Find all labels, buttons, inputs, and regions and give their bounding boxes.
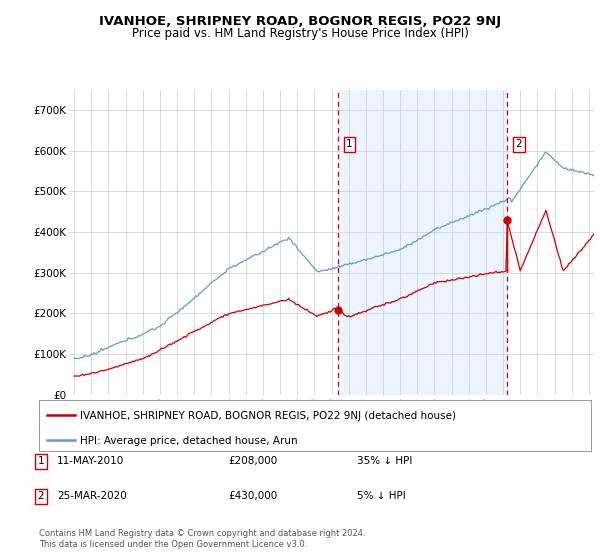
Text: £208,000: £208,000 bbox=[228, 456, 277, 466]
Bar bbox=[338, 90, 507, 395]
Text: IVANHOE, SHRIPNEY ROAD, BOGNOR REGIS, PO22 9NJ (detached house): IVANHOE, SHRIPNEY ROAD, BOGNOR REGIS, PO… bbox=[80, 410, 457, 421]
Text: 25-MAR-2020: 25-MAR-2020 bbox=[57, 491, 127, 501]
Text: 5% ↓ HPI: 5% ↓ HPI bbox=[357, 491, 406, 501]
Text: 35% ↓ HPI: 35% ↓ HPI bbox=[357, 456, 412, 466]
Text: 1: 1 bbox=[37, 456, 44, 466]
Text: 1: 1 bbox=[346, 139, 353, 149]
Text: HPI: Average price, detached house, Arun: HPI: Average price, detached house, Arun bbox=[80, 436, 298, 446]
Text: Contains HM Land Registry data © Crown copyright and database right 2024.
This d: Contains HM Land Registry data © Crown c… bbox=[39, 529, 365, 549]
Text: £430,000: £430,000 bbox=[228, 491, 277, 501]
Text: Price paid vs. HM Land Registry's House Price Index (HPI): Price paid vs. HM Land Registry's House … bbox=[131, 27, 469, 40]
Text: 11-MAY-2010: 11-MAY-2010 bbox=[57, 456, 124, 466]
Text: 2: 2 bbox=[515, 139, 522, 149]
Text: IVANHOE, SHRIPNEY ROAD, BOGNOR REGIS, PO22 9NJ: IVANHOE, SHRIPNEY ROAD, BOGNOR REGIS, PO… bbox=[99, 15, 501, 28]
Text: 2: 2 bbox=[37, 491, 44, 501]
